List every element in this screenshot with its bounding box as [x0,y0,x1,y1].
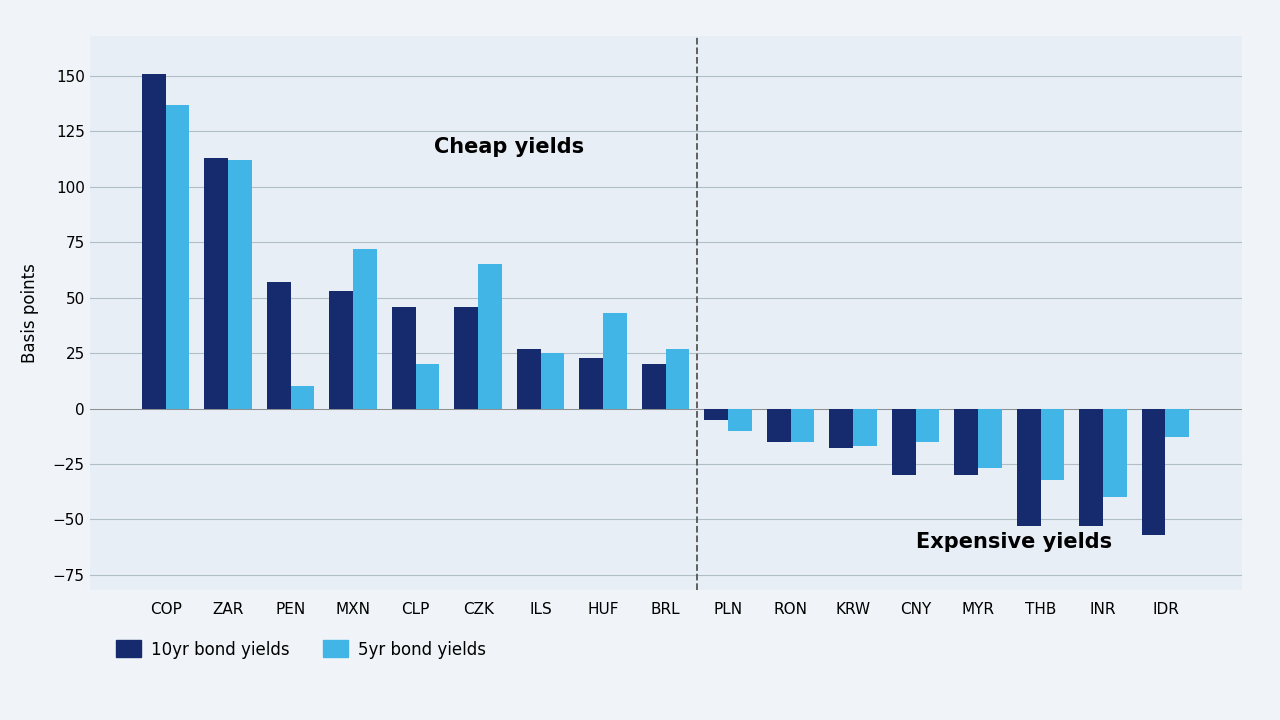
Bar [767,408,791,442]
Bar [915,408,940,442]
Bar [666,348,690,408]
Bar [978,408,1002,469]
Bar [892,408,915,475]
Bar [955,408,978,475]
Bar [454,307,479,408]
Bar [353,249,376,408]
Bar [291,387,315,408]
Bar [603,313,627,408]
Bar [268,282,291,408]
Bar [641,364,666,408]
Bar [580,358,603,408]
Bar [416,364,439,408]
Bar [228,160,252,408]
Bar [728,408,751,431]
Bar [829,408,852,449]
Bar [1079,408,1103,526]
Bar [1166,408,1189,437]
Bar [479,264,502,408]
Legend: 10yr bond yields, 5yr bond yields: 10yr bond yields, 5yr bond yields [110,634,493,665]
Y-axis label: Basis points: Basis points [20,264,38,363]
Bar [1041,408,1064,480]
Bar [392,307,416,408]
Bar [704,408,728,420]
Bar [1103,408,1126,498]
Bar [852,408,877,446]
Bar [540,353,564,408]
Bar [142,73,165,408]
Bar [1142,408,1166,535]
Bar [1016,408,1041,526]
Bar [329,291,353,408]
Bar [205,158,228,408]
Bar [791,408,814,442]
Text: Expensive yields: Expensive yields [915,531,1111,552]
Bar [517,348,540,408]
Text: Cheap yields: Cheap yields [434,137,585,157]
Bar [165,104,189,408]
